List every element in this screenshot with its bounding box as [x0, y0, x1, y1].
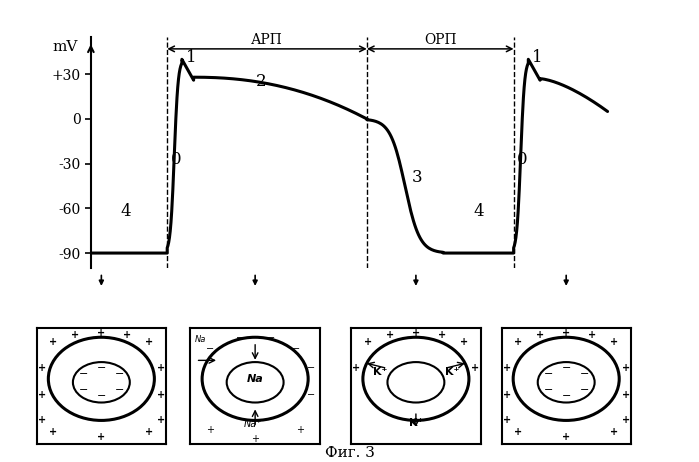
Text: +: +	[157, 415, 165, 426]
Text: −: −	[78, 385, 88, 395]
Text: +: +	[562, 328, 570, 338]
Text: −: −	[543, 385, 553, 395]
Text: −: −	[78, 369, 88, 379]
Text: 3: 3	[412, 169, 422, 186]
Text: +: +	[621, 390, 630, 400]
Text: +: +	[536, 330, 545, 340]
Text: +: +	[621, 415, 630, 426]
Text: +: +	[145, 337, 153, 347]
Text: +: +	[123, 330, 131, 340]
Text: +: +	[386, 330, 394, 340]
Text: +: +	[438, 330, 446, 340]
Text: −: −	[543, 369, 553, 379]
Text: −: −	[236, 334, 244, 343]
Text: −: −	[96, 364, 106, 373]
Text: +: +	[38, 390, 46, 400]
Text: K⁺: K⁺	[445, 367, 459, 377]
Text: −: −	[206, 344, 214, 354]
Text: −: −	[115, 369, 124, 379]
Text: 2: 2	[256, 73, 266, 90]
Text: +: +	[412, 328, 420, 338]
Text: +: +	[364, 337, 372, 347]
Text: +: +	[296, 425, 304, 435]
Text: +: +	[503, 390, 511, 400]
Text: −: −	[561, 364, 571, 373]
Text: АРП: АРП	[251, 33, 283, 47]
Text: +: +	[38, 415, 46, 426]
Text: +: +	[97, 328, 106, 338]
Text: mV: mV	[52, 40, 78, 54]
Text: +: +	[562, 432, 570, 442]
Text: Na: Na	[247, 374, 264, 384]
Text: +: +	[145, 427, 153, 437]
Text: Na⁺: Na⁺	[243, 419, 261, 429]
Text: −: −	[292, 344, 301, 354]
Text: +: +	[610, 427, 618, 437]
Text: −: −	[307, 390, 315, 400]
Text: −: −	[96, 391, 106, 401]
Text: +: +	[460, 337, 468, 347]
Text: 0: 0	[517, 151, 527, 168]
Text: +: +	[71, 330, 80, 340]
Text: Фиг. 3: Фиг. 3	[324, 446, 375, 460]
Text: Na: Na	[195, 335, 206, 344]
Text: +: +	[206, 425, 214, 435]
Text: K⁺: K⁺	[409, 418, 423, 428]
Text: 4: 4	[121, 203, 131, 220]
Text: +: +	[503, 364, 511, 373]
Text: +: +	[352, 364, 361, 373]
Text: −: −	[579, 385, 589, 395]
Text: +: +	[50, 337, 57, 347]
Text: +: +	[588, 330, 596, 340]
Text: +: +	[514, 427, 522, 437]
Text: +: +	[621, 364, 630, 373]
Text: +: +	[610, 337, 618, 347]
Text: +: +	[514, 337, 522, 347]
Text: −: −	[115, 385, 124, 395]
Text: −: −	[307, 364, 315, 373]
Text: −: −	[579, 369, 589, 379]
Text: 4: 4	[473, 203, 484, 220]
Text: −: −	[561, 391, 571, 401]
Text: +: +	[471, 364, 480, 373]
Text: +: +	[251, 434, 259, 444]
Text: +: +	[157, 390, 165, 400]
Text: 1: 1	[533, 49, 543, 66]
Text: 0: 0	[171, 151, 181, 168]
Text: +: +	[50, 427, 57, 437]
Text: ОРП: ОРП	[424, 33, 456, 47]
Text: 1: 1	[186, 49, 196, 66]
Text: K⁺: K⁺	[373, 367, 387, 377]
Text: +: +	[97, 432, 106, 442]
Text: +: +	[157, 364, 165, 373]
Text: +: +	[503, 415, 511, 426]
Text: +: +	[38, 364, 46, 373]
Text: −: −	[266, 334, 275, 343]
